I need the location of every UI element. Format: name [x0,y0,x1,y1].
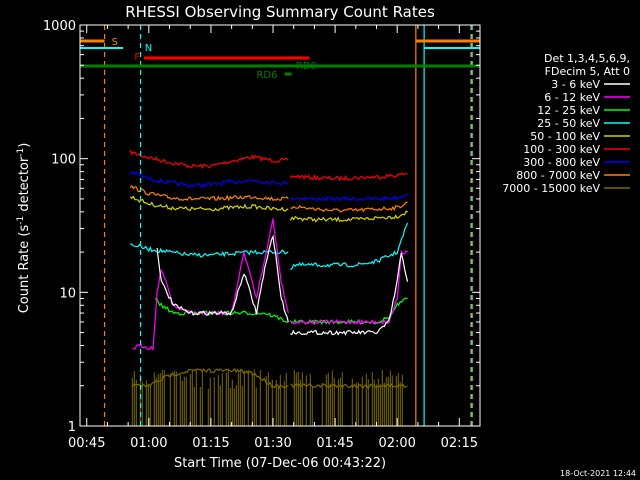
series-line [290,249,408,326]
x-axis-ticks: 00:45 01:00 01:15 01:30 01:45 02:00 02:15 [68,25,481,451]
legend: Det 1,3,4,5,6,9,FDecim 5, Att 03 - 6 keV… [502,52,630,195]
series-line [156,234,289,323]
data-layer [129,149,409,426]
x-tick-label: 02:00 [378,436,415,451]
annotation-layer: S NF RD0 RD6 [80,25,480,426]
series-100-300-kev [129,149,408,182]
series-line [132,218,289,352]
series-line [154,297,289,323]
series-line [129,171,289,189]
legend-label: 7000 - 15000 keV [502,182,600,195]
x-tick-label: 01:45 [316,436,353,451]
y-axis-label-exponent-1: -1 [16,216,26,225]
annotation-f: F [134,52,140,63]
y-axis-ticks: 1 10 100 1000 [43,19,480,435]
x-tick-label: 02:15 [441,436,478,451]
series-line [290,201,408,213]
series-line [289,193,409,202]
legend-label: 6 - 12 keV [544,91,600,104]
legend-header: FDecim 5, Att 0 [545,65,630,78]
x-axis-label: Start Time (07-Dec-06 00:43:22) [174,456,386,471]
x-tick-label: 01:15 [192,436,229,451]
legend-header: Det 1,3,4,5,6,9, [544,52,630,65]
annotation-rd0: RD0 [296,61,317,72]
plot-frame [79,24,481,427]
series-line [289,210,408,223]
y-axis-label-mid: detector [17,156,32,216]
x-tick-label: 01:00 [130,436,167,451]
series-25-50-kev [130,222,409,271]
y-tick-label: 1 [68,420,76,435]
series-line [129,184,289,202]
y-tick-label: 100 [51,153,76,168]
annotation-n: N [145,43,152,54]
series-12-25-kev [154,297,408,326]
timestamp: 18-Oct-2021 12:44 [560,469,636,478]
annotation-s: S [112,37,118,48]
annotation-rd6: RD6 [256,70,277,81]
series-line [129,149,289,170]
legend-label: 300 - 800 keV [523,156,600,169]
chart-title: RHESSI Observing Summary Count Rates [125,3,435,21]
series-6-12-kev [132,218,408,352]
series-line [129,195,289,212]
x-tick-label: 01:30 [254,436,291,451]
series-line [290,222,409,271]
y-axis-label: Count Rate (s-1 detector-1) [16,143,32,314]
legend-label: 100 - 300 keV [523,143,600,156]
series-line [290,252,409,336]
legend-label: 12 - 25 keV [537,104,600,117]
y-axis-label-prefix: Count Rate (s [17,225,32,314]
y-axis-label-exponent-2: -1 [16,148,26,157]
series-300-800-kev [129,171,409,202]
series-line [130,243,289,258]
legend-label: 50 - 100 keV [530,130,600,143]
legend-label: 3 - 6 keV [551,78,600,91]
series-line [289,172,408,182]
series-hatching [131,368,403,426]
y-axis-label-suffix: ) [17,143,32,148]
series-50-100-kev [129,195,408,223]
y-tick-label: 1000 [43,19,76,34]
legend-label: 800 - 7000 keV [516,169,600,182]
series-7000-15000-kev [131,367,408,426]
y-tick-label: 10 [59,286,76,301]
legend-label: 25 - 50 keV [537,117,600,130]
series-3-6-kev [156,234,409,336]
series-800-7000-kev [129,184,408,213]
x-tick-label: 00:45 [68,436,105,451]
